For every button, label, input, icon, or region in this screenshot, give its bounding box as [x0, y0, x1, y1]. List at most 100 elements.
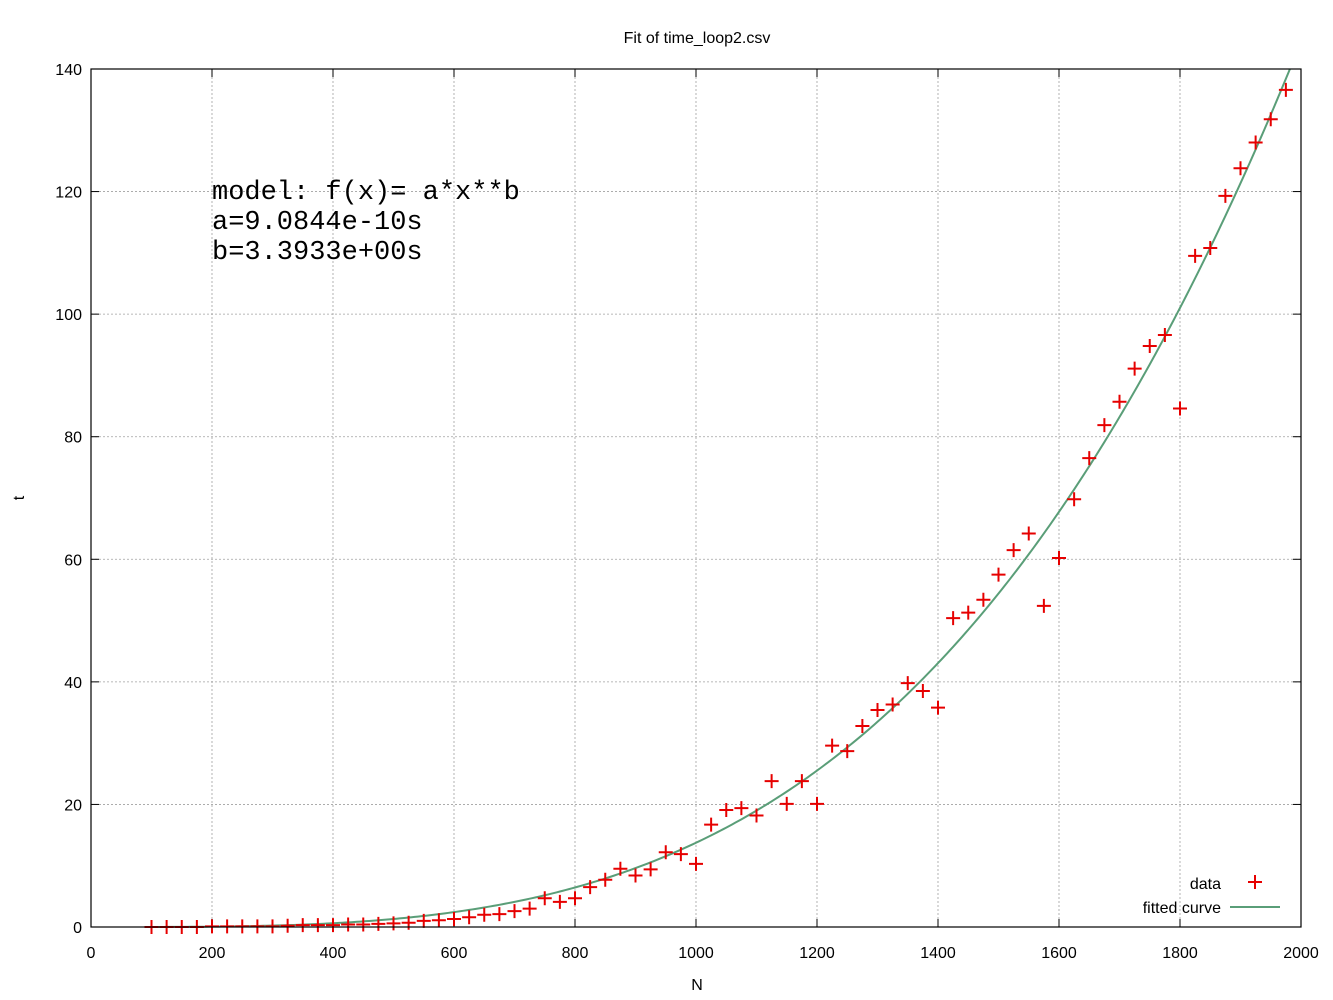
- x-tick-label: 1200: [799, 945, 835, 962]
- data-point: [598, 872, 613, 887]
- data-point: [931, 700, 945, 715]
- y-tick-label: 80: [64, 430, 82, 447]
- data-point: [326, 918, 340, 933]
- annotation-line-3: b=3.3933e+00s: [212, 238, 423, 268]
- y-tick-label: 40: [64, 675, 82, 692]
- x-axis-title: N: [691, 977, 703, 994]
- data-point: [1142, 339, 1157, 354]
- data-point: [386, 916, 401, 931]
- fitted-curve-line: [145, 68, 1291, 928]
- data-point: [371, 916, 386, 931]
- data-point: [613, 861, 628, 876]
- y-tick-labels: 0 20 40 60 80 100 120 140: [55, 62, 82, 937]
- y-axis-title: t: [11, 495, 28, 500]
- data-point: [1173, 401, 1187, 416]
- data-points: [144, 82, 1293, 934]
- x-tick-label: 800: [562, 945, 589, 962]
- data-point: [825, 738, 840, 753]
- data-point: [628, 868, 643, 883]
- data-point: [840, 744, 855, 759]
- data-point: [447, 912, 461, 927]
- data-point: [205, 919, 219, 934]
- legend-marker-data: [1248, 875, 1262, 889]
- data-point: [779, 796, 794, 811]
- data-point: [1218, 188, 1233, 203]
- data-point: [855, 718, 870, 733]
- data-point: [235, 919, 250, 934]
- x-tick-label: 1600: [1041, 945, 1077, 962]
- data-point: [1157, 327, 1172, 342]
- data-point: [870, 703, 885, 718]
- data-point: [643, 862, 658, 877]
- data-point: [341, 917, 356, 932]
- y-tick-label: 100: [55, 307, 82, 324]
- data-point: [356, 917, 371, 932]
- data-point: [1006, 543, 1021, 558]
- data-point: [583, 880, 598, 895]
- fitted-curve-layer: [145, 68, 1291, 928]
- data-point: [265, 919, 280, 934]
- data-point: [915, 684, 930, 699]
- data-point: [991, 567, 1006, 582]
- data-point: [1278, 82, 1293, 97]
- data-point: [885, 697, 900, 712]
- x-tick-label: 0: [87, 945, 96, 962]
- data-point: [764, 774, 779, 789]
- data-point: [749, 808, 764, 823]
- data-point: [734, 801, 749, 816]
- y-tick-label: 120: [55, 185, 82, 202]
- chart-title: Fit of time_loop2.csv: [624, 30, 771, 47]
- model-annotation: model: f(x)= a*x**b a=9.0844e-10s b=3.39…: [212, 178, 520, 268]
- data-point: [537, 891, 552, 906]
- legend-label-fitted-curve: fitted curve: [1143, 900, 1221, 917]
- data-point: [568, 891, 582, 906]
- plot-frame: [90, 68, 1302, 928]
- annotation-line-2: a=9.0844e-10s: [212, 208, 423, 238]
- data-point: [794, 774, 809, 789]
- data-point: [810, 796, 824, 811]
- y-tick-label: 60: [64, 552, 82, 569]
- legend-marker-plus: [1248, 875, 1262, 889]
- data-point: [1188, 248, 1203, 263]
- x-tick-label: 1000: [678, 945, 714, 962]
- data-point: [431, 913, 446, 928]
- data-point: [704, 817, 719, 832]
- x-tick-label: 600: [441, 945, 468, 962]
- data-point: [522, 901, 537, 916]
- data-point: [492, 907, 507, 922]
- annotation-line-1: model: f(x)= a*x**b: [212, 178, 520, 208]
- data-point: [416, 913, 431, 928]
- data-point: [689, 856, 703, 871]
- x-tick-label: 400: [320, 945, 347, 962]
- data-point: [658, 845, 673, 860]
- x-tick-label: 200: [199, 945, 226, 962]
- legend: data fitted curve: [1143, 875, 1280, 917]
- grid: [91, 69, 1301, 927]
- x-tick-labels: 0 200 400 600 800 1000 1200 1400 1600 1800 2000: [87, 945, 1319, 962]
- data-point: [673, 847, 688, 862]
- x-tick-label: 2000: [1283, 945, 1319, 962]
- data-point: [976, 592, 991, 607]
- data-point: [1082, 451, 1097, 466]
- data-point: [552, 894, 567, 909]
- data-point: [719, 802, 734, 817]
- data-point: [250, 919, 265, 934]
- data-point: [295, 918, 310, 933]
- data-point: [1021, 526, 1036, 541]
- x-tick-label: 1400: [920, 945, 956, 962]
- data-point: [1052, 551, 1066, 566]
- data-point: [1233, 161, 1248, 176]
- legend-label-data: data: [1190, 876, 1221, 893]
- data-point: [1127, 361, 1142, 376]
- data-point: [220, 919, 235, 934]
- y-tick-label: 0: [73, 920, 82, 937]
- data-point: [462, 910, 477, 925]
- x-tick-label: 1800: [1162, 945, 1198, 962]
- y-tick-label: 20: [64, 797, 82, 814]
- data-point: [507, 904, 522, 919]
- data-point: [1036, 598, 1051, 613]
- data-point: [900, 676, 915, 691]
- data-point: [1067, 492, 1082, 507]
- data-point: [310, 918, 325, 933]
- data-point: [1112, 394, 1127, 409]
